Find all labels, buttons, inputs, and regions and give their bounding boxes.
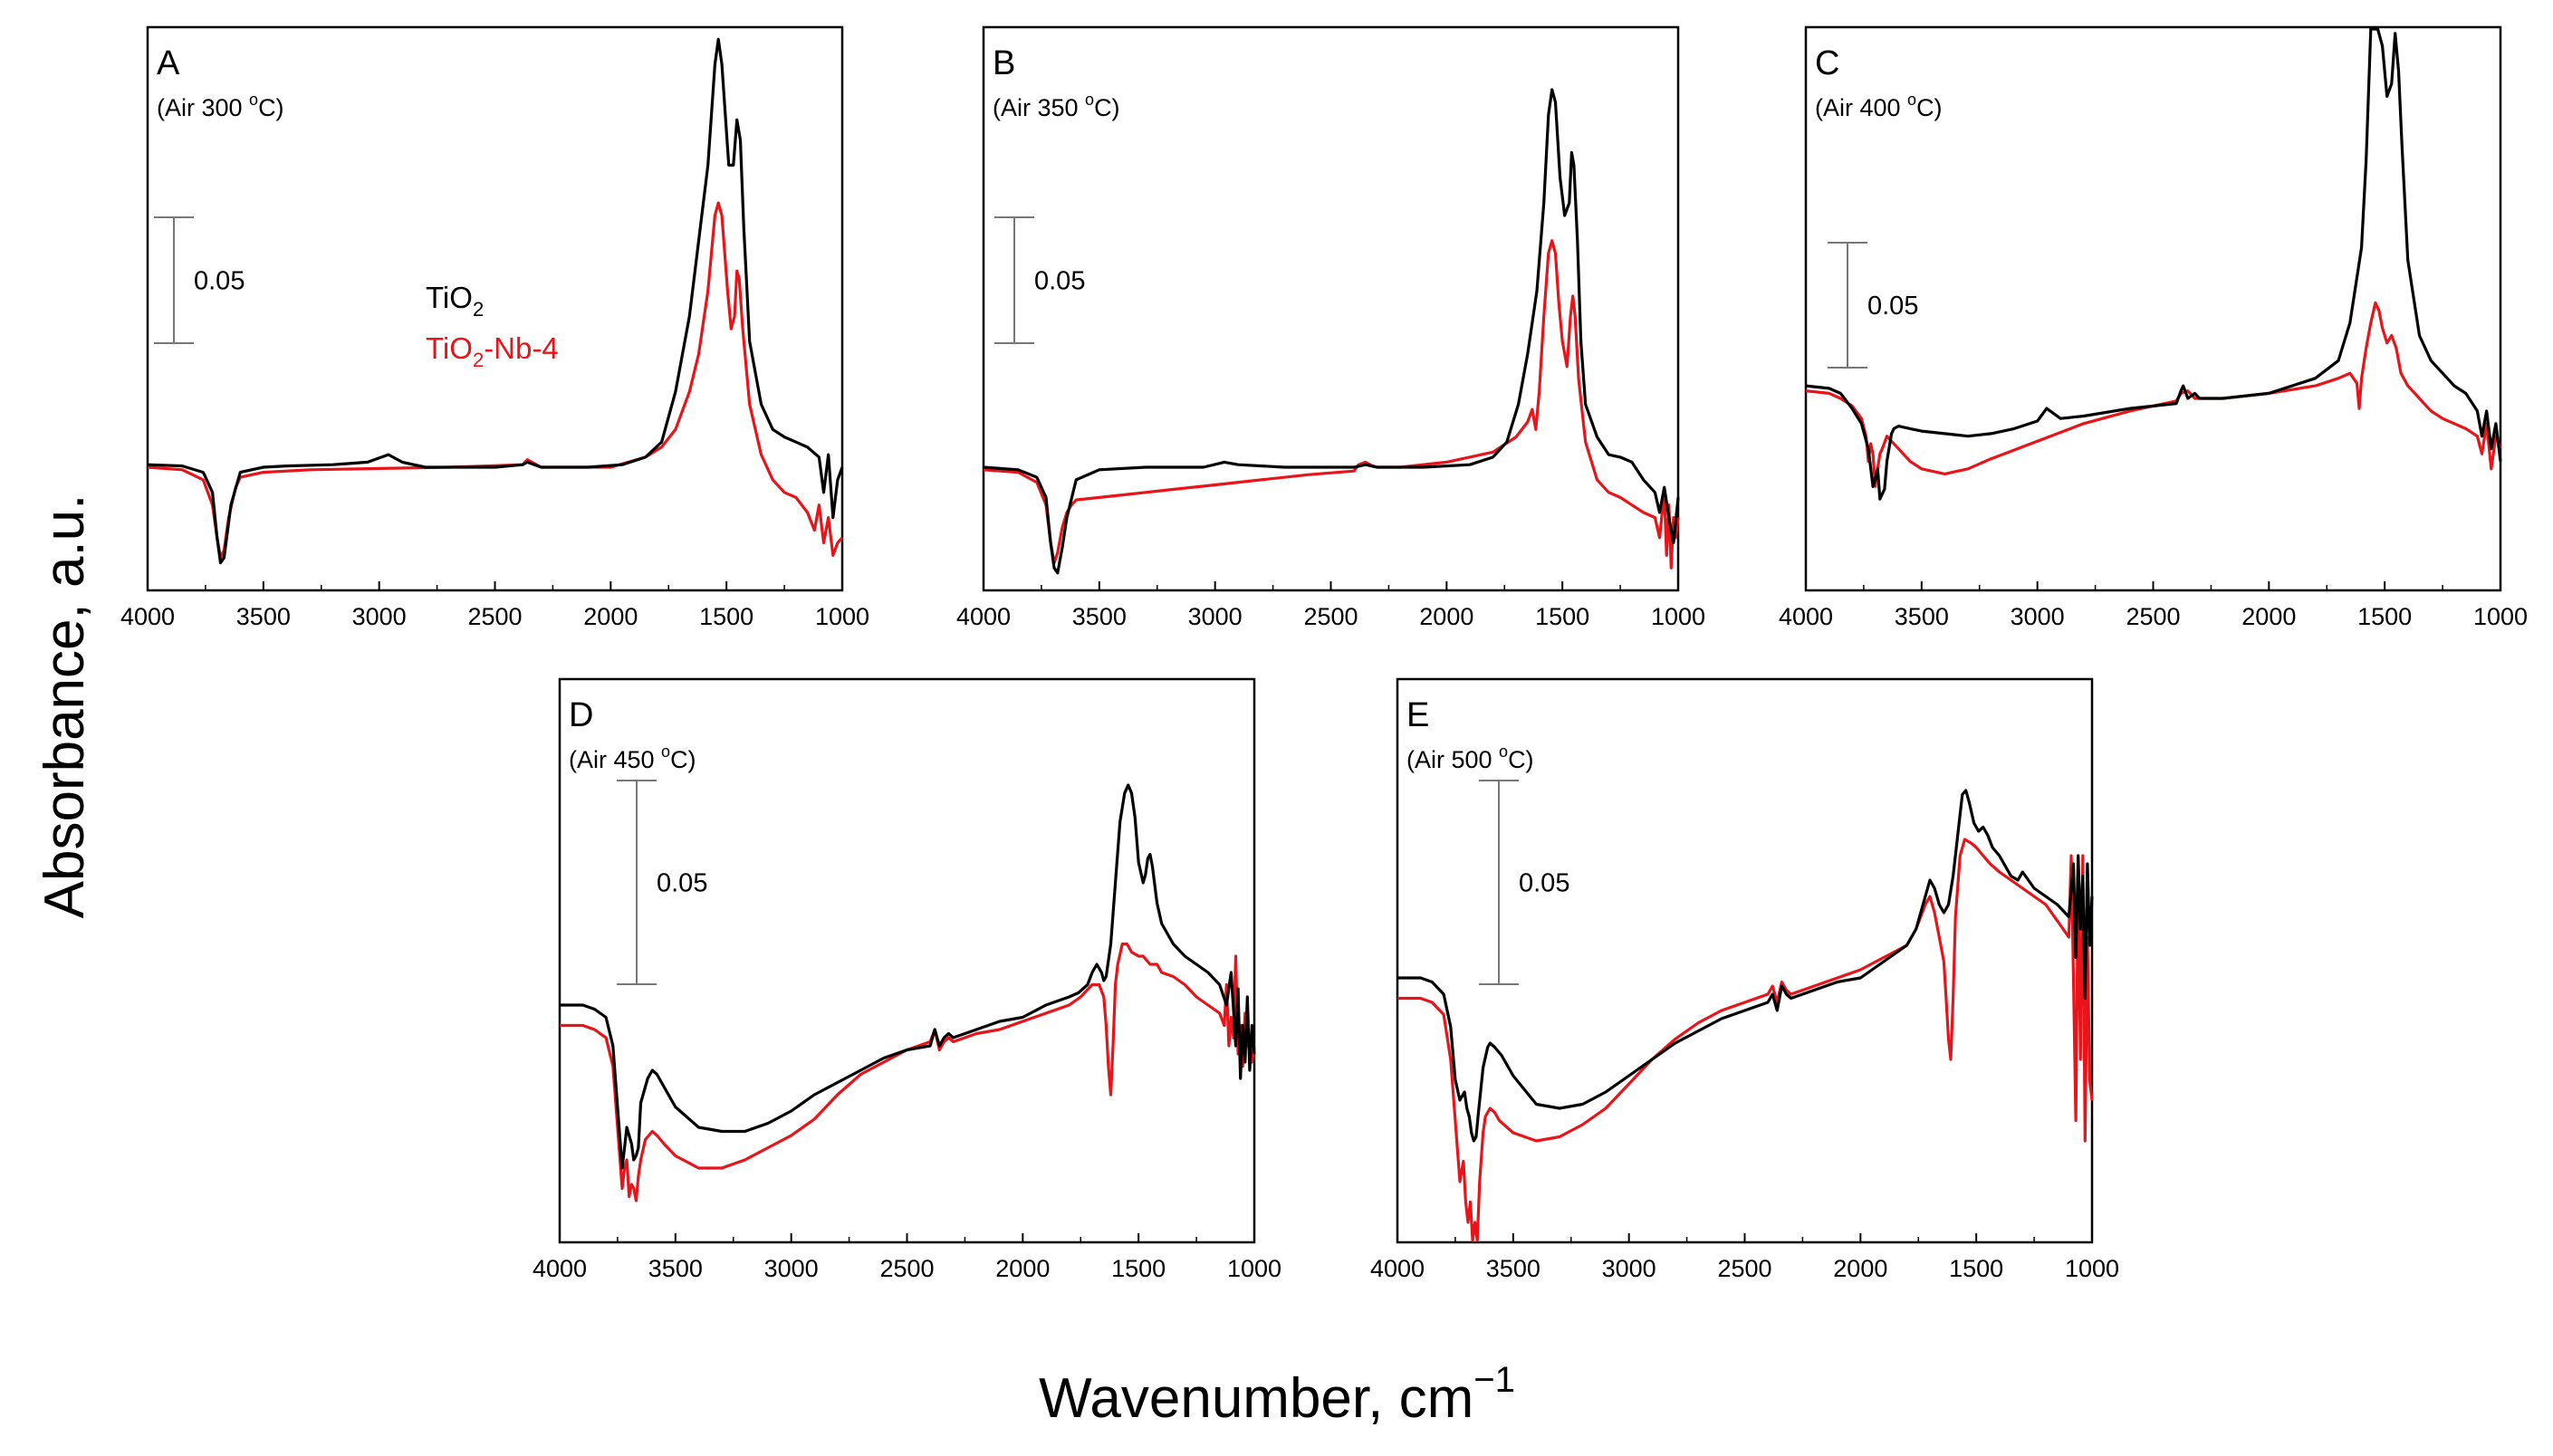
x-tick-label: 3500 — [1072, 603, 1127, 630]
panel-letter: D — [569, 696, 593, 734]
panel-letter: C — [1815, 44, 1839, 82]
panel-letter: B — [993, 44, 1015, 82]
condition-prefix: (Air 500 — [1406, 746, 1499, 773]
legend-text: TiO — [426, 281, 473, 314]
x-tick-label: 1500 — [1949, 1255, 2003, 1282]
series-line-tio2 — [1397, 789, 2094, 1143]
x-tick-label: 2000 — [1419, 603, 1473, 630]
series-line-tio2 — [1805, 27, 2502, 501]
scale-bar-label: 0.05 — [657, 869, 707, 898]
panel-letter: E — [1406, 696, 1429, 734]
condition-label: (Air 450 oC) — [569, 742, 696, 773]
x-tick-label: 1000 — [1651, 603, 1705, 630]
degree-superscript: o — [661, 742, 670, 761]
series-line-tio2-nb-4 — [983, 239, 1680, 570]
condition-suffix: C) — [258, 94, 284, 121]
x-tick-label: 4000 — [533, 1255, 587, 1282]
legend-subscript: 2 — [473, 298, 484, 321]
scale-bar — [1828, 242, 1867, 369]
panel-b: 4000 3500 3000 2500 2000 1500 1000 B (Air 350 oC… — [956, 25, 1705, 630]
scale-bar — [994, 216, 1034, 344]
scale-bar-label: 0.05 — [1034, 267, 1085, 296]
legend-entry: TiO2 — [426, 281, 484, 321]
condition-label: (Air 300 oC) — [157, 91, 284, 121]
x-tick-label: 3000 — [1188, 603, 1243, 630]
series-line-tio2 — [560, 783, 1256, 1170]
series-line-tio2 — [983, 88, 1680, 575]
scale-bar — [154, 216, 194, 344]
degree-superscript: o — [1907, 91, 1916, 109]
panel-c: 4000 3500 3000 2500 2000 1500 1000 C (Air 400 oC… — [1779, 25, 2528, 630]
x-tick-label: 2000 — [1833, 1255, 1887, 1282]
series-line-tio2-nb-4 — [560, 942, 1256, 1202]
x-axis-title: Wavenumber, cm−1 — [1039, 1360, 1515, 1430]
panel-d: 4000 3500 3000 2500 2000 1500 1000 D (Air 450 oC… — [533, 677, 1281, 1282]
x-tick-label: 2500 — [467, 603, 522, 630]
x-tick-label: 3000 — [1602, 1255, 1656, 1282]
x-tick-label: 2500 — [2126, 603, 2180, 630]
x-tick-label: 4000 — [1370, 1255, 1425, 1282]
x-tick-label: 2500 — [879, 1255, 934, 1282]
x-tick-label: 2000 — [995, 1255, 1050, 1282]
condition-label: (Air 400 oC) — [1815, 91, 1943, 121]
degree-superscript: o — [1085, 91, 1094, 109]
condition-label: (Air 500 oC) — [1406, 742, 1534, 773]
scale-bar — [1479, 780, 1519, 985]
condition-prefix: (Air 450 — [569, 746, 661, 773]
scale-bar-label: 0.05 — [1519, 869, 1569, 898]
x-tick-label: 1000 — [2473, 603, 2528, 630]
x-tick-label: 2000 — [2241, 603, 2296, 630]
condition-prefix: (Air 300 — [157, 94, 249, 121]
x-tick-label: 3000 — [352, 603, 407, 630]
condition-label: (Air 350 oC) — [993, 91, 1120, 121]
degree-superscript: o — [1499, 742, 1508, 761]
scale-bar — [617, 780, 657, 985]
x-tick-label: 1000 — [815, 603, 869, 630]
series-line-tio2 — [147, 37, 844, 565]
x-tick-label: 1500 — [699, 603, 753, 630]
x-tick-label: 3000 — [764, 1255, 819, 1282]
condition-suffix: C) — [1508, 746, 1534, 773]
x-tick-label: 1000 — [1227, 1255, 1281, 1282]
x-tick-label: 3500 — [648, 1255, 703, 1282]
condition-suffix: C) — [1094, 94, 1120, 121]
x-axis-title-superscript: −1 — [1473, 1360, 1515, 1400]
x-tick-label: 3500 — [1895, 603, 1949, 630]
x-tick-label: 2500 — [1717, 1255, 1771, 1282]
legend-text: TiO — [426, 331, 473, 365]
series-line-tio2-nb-4 — [1397, 838, 2094, 1242]
condition-prefix: (Air 400 — [1815, 94, 1907, 121]
condition-prefix: (Air 350 — [993, 94, 1085, 121]
degree-superscript: o — [249, 91, 258, 109]
x-tick-label: 4000 — [956, 603, 1011, 630]
panel-a: 4000 3500 3000 2500 2000 1500 1000 A (Air 300 oC… — [120, 25, 869, 630]
legend-entry: TiO2-Nb-4 — [426, 331, 559, 371]
x-tick-label: 2500 — [1303, 603, 1358, 630]
x-tick-label: 2000 — [583, 603, 638, 630]
x-tick-label: 1500 — [1111, 1255, 1166, 1282]
panel-e: 4000 3500 3000 2500 2000 1500 1000 E (Air 500 oC… — [1370, 677, 2119, 1282]
legend-suffix: -Nb-4 — [484, 331, 559, 365]
x-tick-label: 4000 — [120, 603, 175, 630]
x-tick-label: 4000 — [1779, 603, 1833, 630]
x-tick-label: 1500 — [2357, 603, 2412, 630]
scale-bar-label: 0.05 — [1867, 292, 1918, 321]
condition-suffix: C) — [670, 746, 696, 773]
x-tick-label: 3500 — [236, 603, 291, 630]
x-axis-title-text: Wavenumber, cm — [1039, 1367, 1473, 1430]
x-tick-label: 3000 — [2011, 603, 2065, 630]
panel-letter: A — [157, 44, 180, 82]
y-axis-title: Absorbance, a.u. — [34, 494, 96, 919]
x-tick-label: 1000 — [2065, 1255, 2119, 1282]
legend-subscript: 2 — [473, 349, 484, 371]
scale-bar-label: 0.05 — [194, 267, 245, 296]
condition-suffix: C) — [1916, 94, 1943, 121]
x-tick-label: 3500 — [1486, 1255, 1540, 1282]
x-tick-label: 1500 — [1535, 603, 1589, 630]
